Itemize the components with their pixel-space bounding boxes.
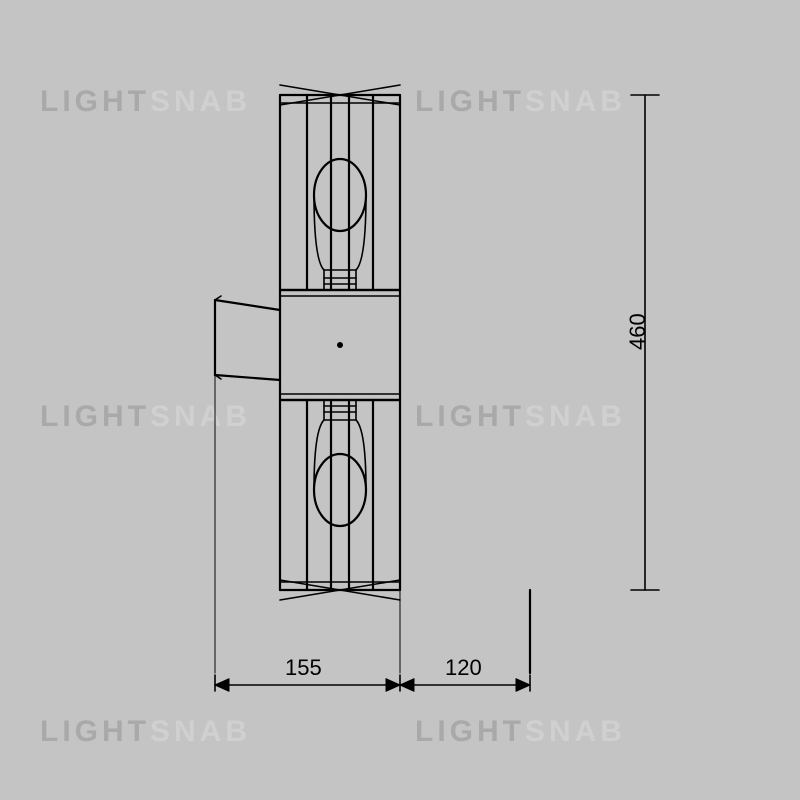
dimension-depth-label: 155 xyxy=(285,655,322,681)
page-root: LIGHTSNAB LIGHTSNAB LIGHTSNAB LIGHTSNAB … xyxy=(0,0,800,800)
dimension-diameter-label: 120 xyxy=(445,655,482,681)
technical-drawing xyxy=(0,0,800,800)
dimension-height-label: 460 xyxy=(625,313,651,350)
